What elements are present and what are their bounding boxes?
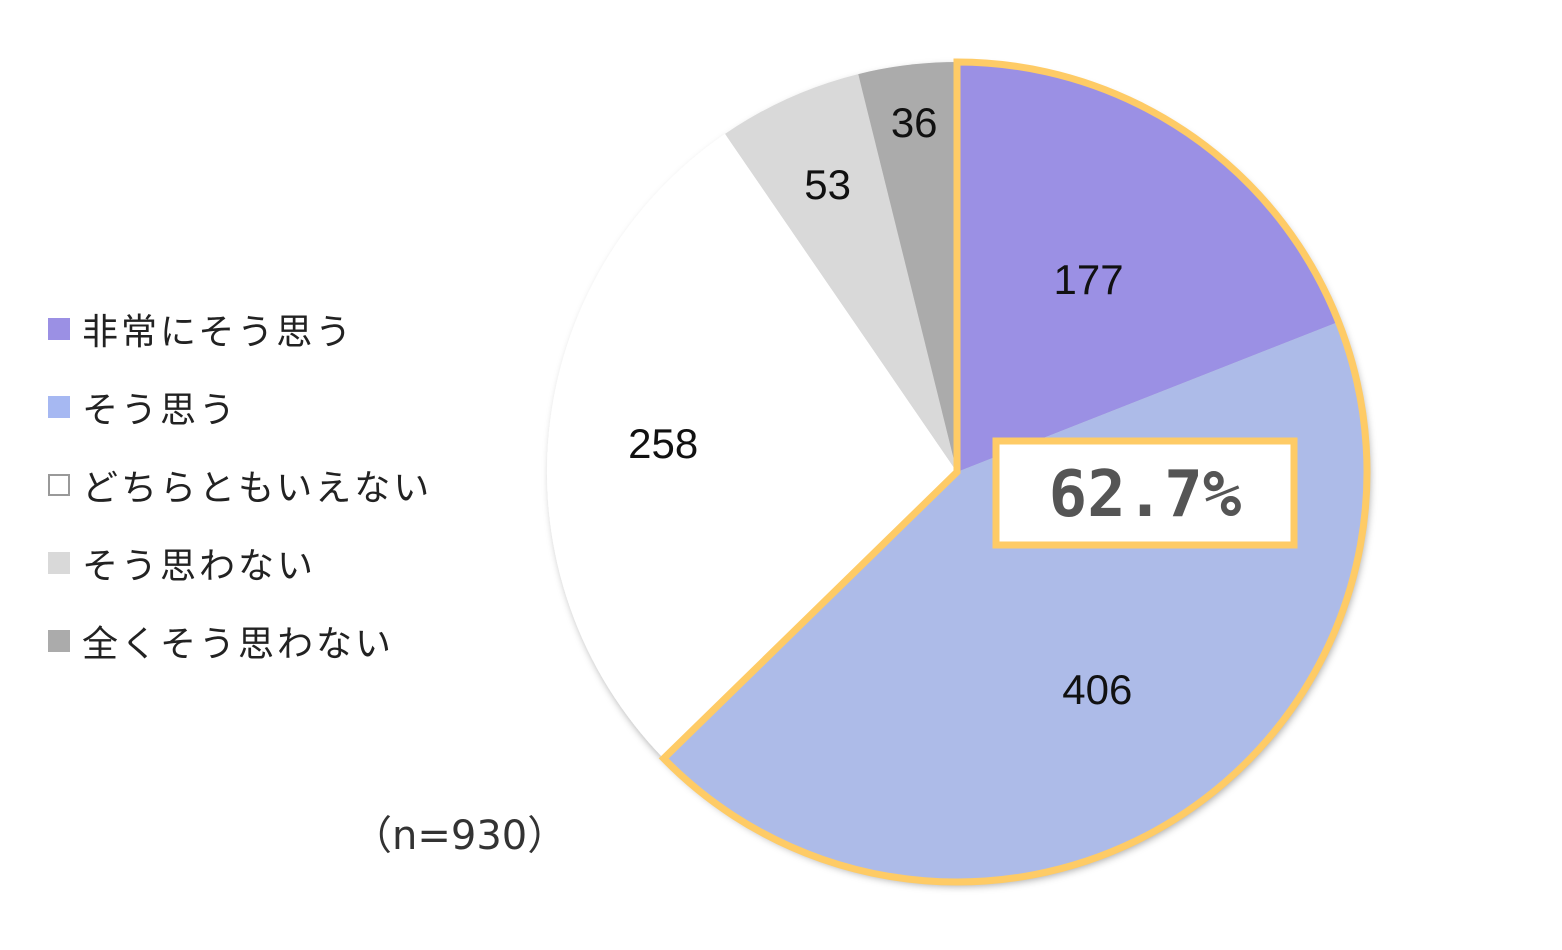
data-label: 258 (628, 420, 698, 467)
highlight-outline (658, 58, 1371, 886)
legend-label: 非常にそう思う (82, 312, 355, 353)
legend-swatch (48, 474, 70, 496)
legend-swatch (48, 552, 70, 574)
data-label: 177 (1054, 256, 1124, 303)
data-label: 406 (1062, 666, 1132, 713)
legend-swatch (48, 630, 70, 652)
legend-label: 全くそう思わない (82, 624, 395, 665)
legend-item: そう思う (48, 368, 508, 446)
legend-item: 全くそう思わない (48, 602, 508, 680)
highlight-label-box (992, 437, 1298, 549)
legend-swatch (48, 396, 70, 418)
sample-size-note: （n=930） (352, 813, 568, 859)
legend-item: そう思わない (48, 524, 508, 602)
highlight-group: 62.7% (658, 58, 1371, 886)
pie-slice (957, 62, 1339, 472)
data-label: 53 (804, 161, 851, 208)
highlight-percent: 62.7% (1049, 458, 1242, 532)
legend: 非常にそう思う そう思う どちらともいえない そう思わない 全くそう思わない (48, 290, 508, 680)
pie-data-labels: 177 406 258 53 36 (628, 99, 1132, 713)
pie-slices (546, 62, 1367, 883)
legend-label: そう思わない (82, 546, 317, 587)
pie-slice (725, 74, 957, 472)
pie-slice (546, 133, 957, 759)
legend-label: どちらともいえない (82, 468, 433, 509)
legend-item: 非常にそう思う (48, 290, 508, 368)
legend-swatch (48, 318, 70, 340)
pie-slice (858, 62, 957, 472)
legend-item: どちらともいえない (48, 446, 508, 524)
data-label: 36 (891, 99, 938, 146)
legend-label: そう思う (82, 390, 239, 431)
